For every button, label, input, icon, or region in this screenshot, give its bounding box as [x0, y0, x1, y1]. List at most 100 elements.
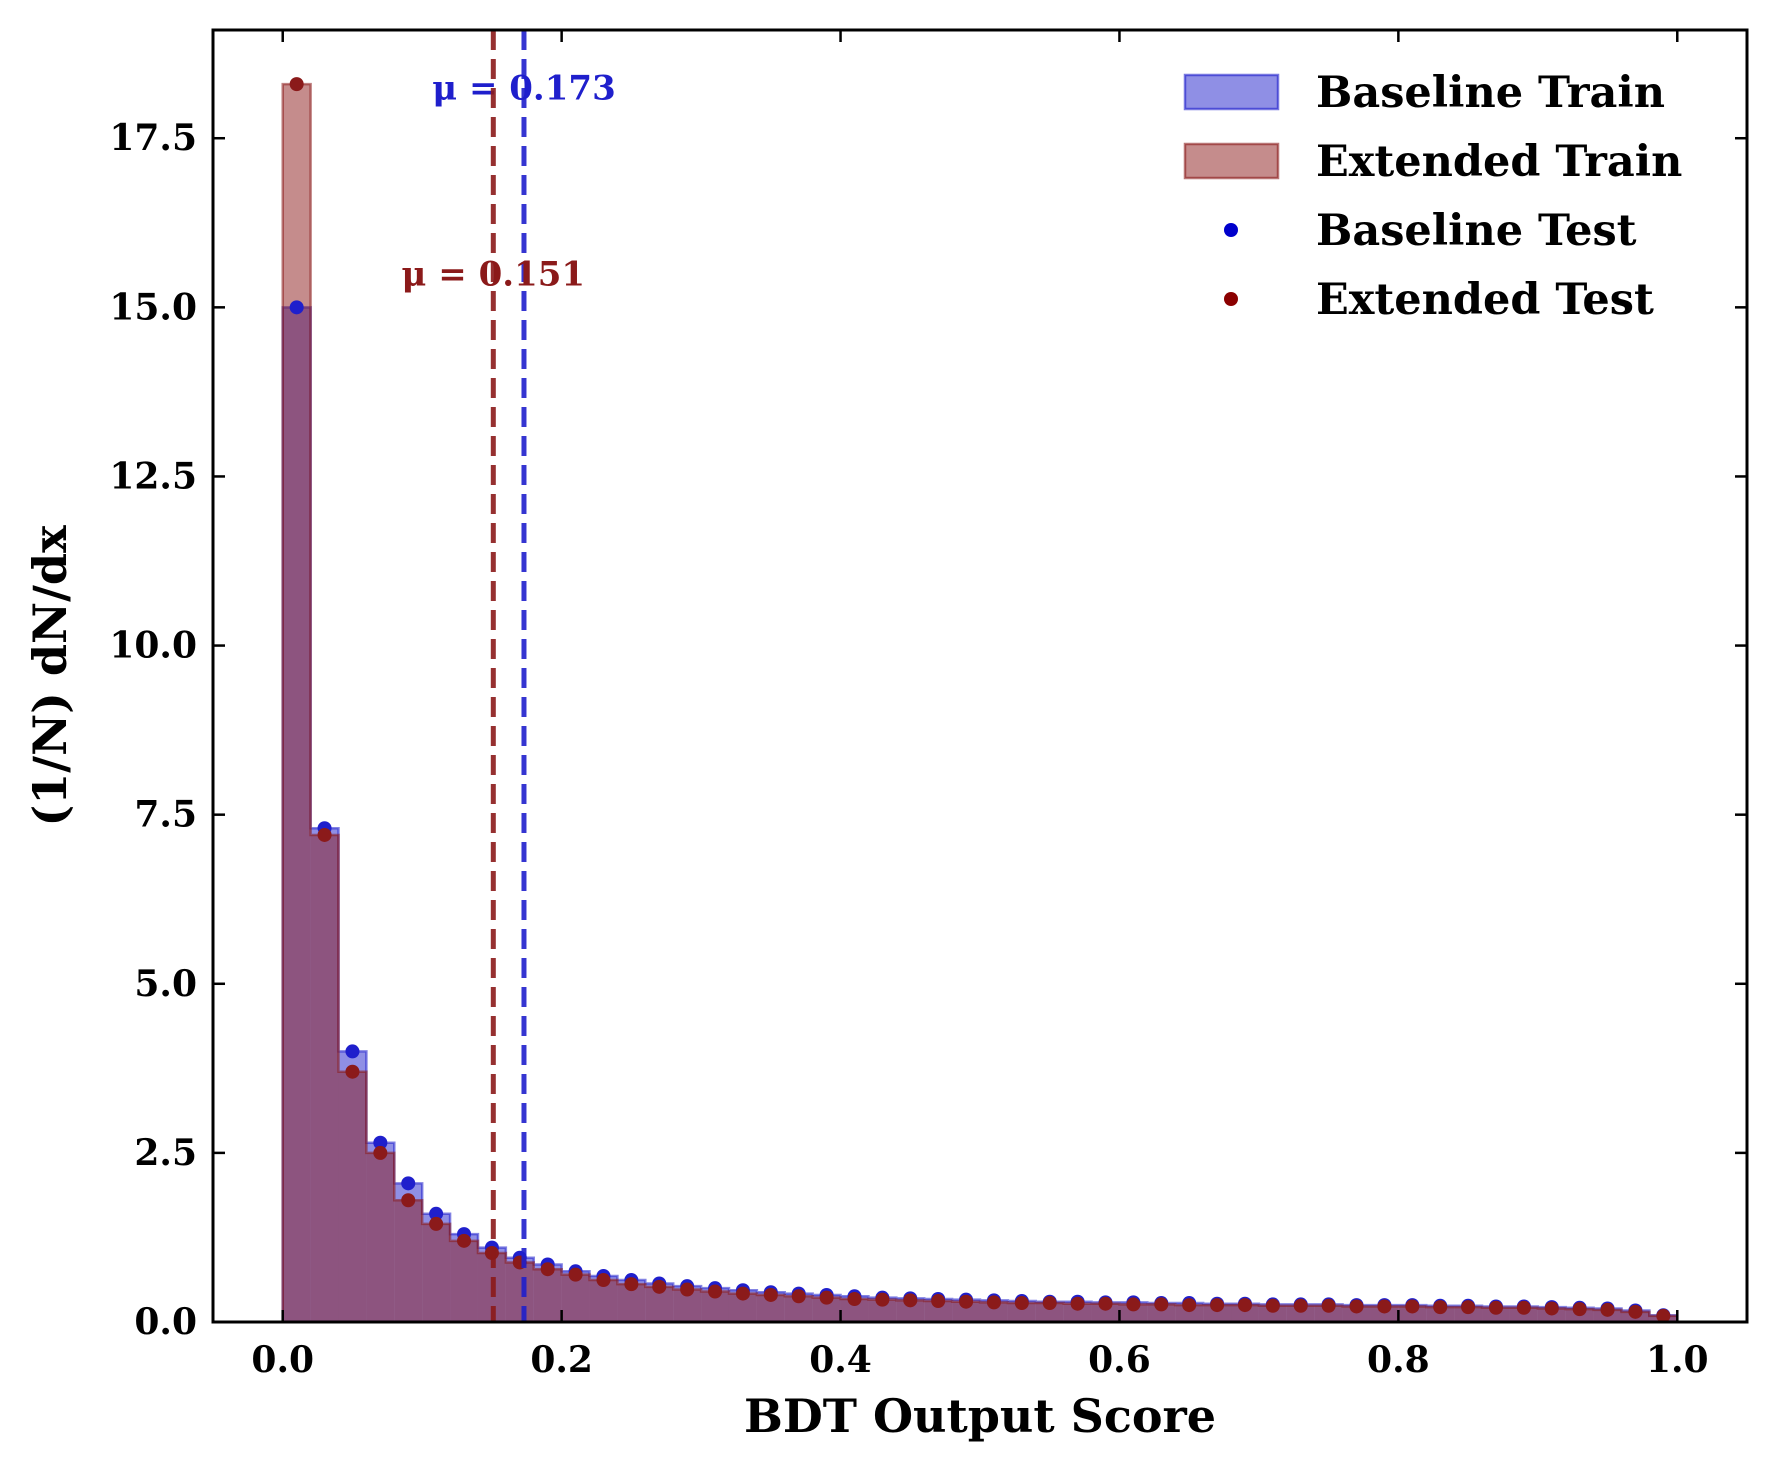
point-baseline-train-0	[289, 300, 304, 315]
x-axis-label: BDT Output Score	[744, 1389, 1216, 1443]
y-tick-label-3: 7.5	[134, 794, 197, 836]
point-extended-train-28	[1070, 1296, 1085, 1311]
point-extended-train-2	[345, 1064, 360, 1079]
bar-extended-train-8	[505, 1262, 534, 1322]
y-axis-label: (1/N) dN/dx	[23, 525, 77, 827]
point-extended-train-12	[624, 1277, 639, 1292]
legend-label-3: Extended Test	[1316, 275, 1654, 325]
point-extended-train-16	[735, 1286, 750, 1301]
point-extended-train-9	[540, 1262, 555, 1277]
point-extended-train-37	[1321, 1298, 1336, 1313]
point-extended-train-24	[959, 1294, 974, 1309]
point-extended-train-41	[1433, 1300, 1448, 1315]
point-extended-train-17	[763, 1287, 778, 1302]
point-extended-train-1	[317, 827, 332, 842]
point-extended-train-23	[931, 1294, 946, 1309]
point-extended-train-10	[568, 1267, 583, 1282]
bar-extended-train-36	[1286, 1305, 1315, 1322]
legend-marker-2	[1224, 223, 1238, 237]
bar-extended-train-4	[394, 1200, 423, 1322]
x-tick-label-2: 0.4	[809, 1339, 872, 1381]
bar-extended-train-1	[310, 834, 339, 1322]
plot-frame	[211, 28, 1749, 1324]
point-extended-train-5	[429, 1216, 444, 1231]
y-tick-label-7: 17.5	[109, 117, 197, 159]
bar-extended-train-38	[1342, 1306, 1371, 1322]
point-extended-train-26	[1014, 1296, 1029, 1311]
point-extended-train-19	[819, 1290, 834, 1305]
bar-extended-train-34	[1231, 1305, 1259, 1322]
point-baseline-train-3	[373, 1135, 388, 1150]
legend-swatch-1	[1183, 142, 1280, 180]
bar-extended-train-21	[868, 1299, 897, 1322]
x-tick-label-5: 1.0	[1646, 1339, 1709, 1381]
point-extended-train-36	[1293, 1298, 1308, 1313]
point-extended-train-35	[1265, 1298, 1280, 1313]
y-tick-label-2: 5.0	[134, 963, 197, 1005]
bar-extended-train-33	[1203, 1305, 1232, 1322]
point-extended-train-31	[1154, 1297, 1169, 1312]
point-extended-train-33	[1210, 1298, 1225, 1313]
bar-extended-train-29	[1091, 1303, 1120, 1322]
legend: Baseline Train Extended Train Baseline Tes…	[1183, 68, 1682, 325]
bar-extended-train-6	[450, 1240, 478, 1322]
point-extended-train-29	[1098, 1296, 1113, 1311]
point-extended-train-43	[1488, 1300, 1503, 1315]
point-extended-train-0	[289, 77, 304, 92]
point-extended-train-30	[1126, 1297, 1141, 1312]
legend-label-2: Baseline Test	[1316, 206, 1637, 256]
point-extended-train-15	[708, 1284, 723, 1299]
mean-label-0: μ = 0.173	[432, 68, 616, 108]
point-extended-train-38	[1349, 1299, 1364, 1314]
bar-extended-train-37	[1314, 1305, 1343, 1322]
y-tick-label-0: 0.0	[134, 1301, 197, 1343]
point-extended-train-48	[1628, 1304, 1643, 1319]
bar-extended-train-24	[952, 1301, 980, 1322]
point-extended-train-27	[1042, 1296, 1057, 1311]
bar-extended-train-30	[1119, 1304, 1148, 1322]
mean-lines: μ = 0.173 μ = 0.151	[402, 30, 616, 1322]
y-tick-label-1: 2.5	[134, 1132, 197, 1174]
x-axis: 0.0 0.2 0.4 0.6 0.8 1.0	[251, 30, 1709, 1381]
bar-extended-train-3	[366, 1152, 395, 1322]
x-tick-label-0: 0.0	[251, 1339, 314, 1381]
point-extended-train-34	[1237, 1298, 1252, 1313]
bar-extended-train-32	[1175, 1305, 1204, 1322]
legend-label-0: Baseline Train	[1316, 68, 1665, 118]
point-extended-train-11	[596, 1273, 611, 1288]
mean-label-1: μ = 0.151	[402, 255, 586, 295]
bar-extended-train-41	[1426, 1307, 1455, 1322]
bar-extended-train-2	[338, 1071, 367, 1322]
bar-extended-train-22	[896, 1300, 925, 1322]
legend-marker-3	[1224, 292, 1238, 306]
bar-extended-train-0	[282, 84, 311, 1322]
point-extended-train-25	[986, 1295, 1001, 1310]
x-tick-label-1: 0.2	[530, 1339, 593, 1381]
bar-extended-train-25	[980, 1302, 1008, 1322]
bar-extended-train-44	[1509, 1307, 1538, 1322]
bar-extended-train-42	[1454, 1307, 1483, 1322]
bar-extended-train-20	[840, 1299, 869, 1322]
legend-label-1: Extended Train	[1316, 137, 1682, 187]
y-tick-label-4: 10.0	[109, 625, 197, 667]
bar-extended-train-10	[561, 1274, 590, 1322]
bar-extended-train-35	[1258, 1305, 1287, 1322]
point-extended-train-22	[903, 1293, 918, 1308]
bar-extended-train-26	[1007, 1303, 1036, 1322]
point-extended-train-44	[1516, 1300, 1531, 1315]
bar-extended-train-28	[1063, 1303, 1092, 1322]
point-extended-train-45	[1544, 1301, 1559, 1316]
bar-extended-train-39	[1370, 1306, 1399, 1322]
point-extended-train-6	[457, 1233, 472, 1248]
bar-extended-train-23	[924, 1301, 953, 1322]
bar-extended-train-27	[1035, 1303, 1064, 1322]
point-extended-train-14	[680, 1282, 695, 1297]
point-baseline-train-4	[401, 1176, 416, 1191]
legend-swatch-0	[1183, 73, 1280, 111]
bar-extended-train-40	[1398, 1306, 1427, 1322]
point-extended-train-18	[791, 1289, 806, 1304]
x-tick-label-3: 0.6	[1088, 1339, 1151, 1381]
point-extended-train-20	[847, 1292, 862, 1307]
bar-extended-train-31	[1147, 1304, 1176, 1322]
